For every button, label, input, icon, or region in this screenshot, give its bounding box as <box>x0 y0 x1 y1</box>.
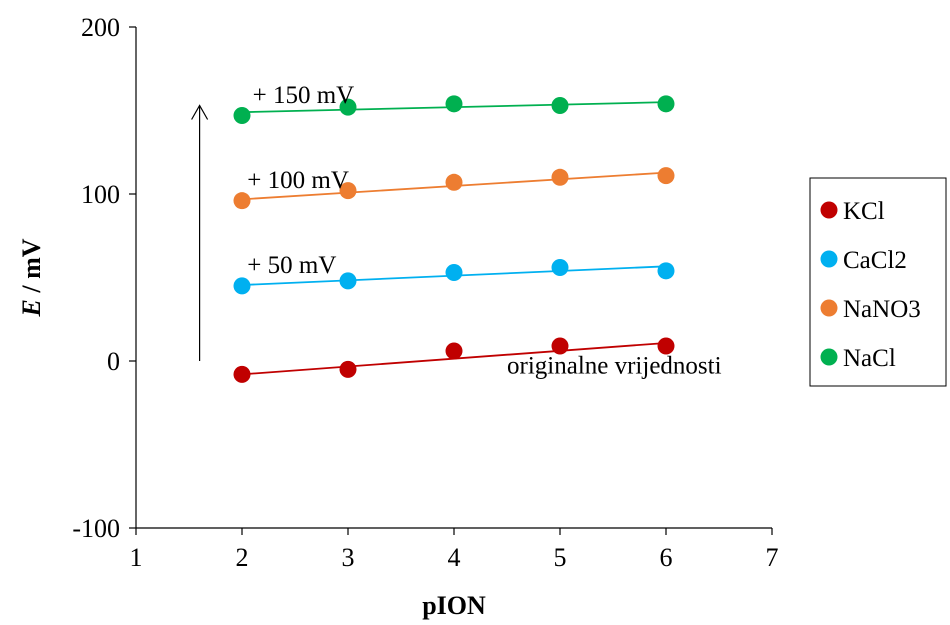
data-point-nacl <box>233 107 251 125</box>
y-axis-title-rest: / mV <box>17 238 46 299</box>
x-tick-label: 3 <box>342 543 355 572</box>
annotation-layer: + 150 mV + 100 mV + 50 mV originalne vrijed… <box>191 82 722 379</box>
y-tick-label: -100 <box>72 514 120 543</box>
legend-label-nano3: NaNO3 <box>843 296 921 323</box>
legend-label-kcl: KCl <box>843 198 885 225</box>
legend-marker-cacl2 <box>820 250 838 268</box>
data-point-kcl <box>233 365 251 383</box>
x-tick-label: 7 <box>766 543 779 572</box>
data-point-kcl <box>339 360 357 378</box>
x-axis-title: pION <box>422 591 486 620</box>
series-nano3 <box>233 167 675 210</box>
data-point-nano3 <box>339 182 357 200</box>
data-point-kcl <box>551 337 569 355</box>
legend: KCl CaCl2 NaNO3 NaCl <box>809 177 947 387</box>
arrow-head <box>191 104 209 120</box>
data-point-nacl <box>445 95 463 113</box>
y-axis-title-italic: E <box>17 299 46 317</box>
legend-marker-nacl <box>820 348 838 366</box>
series-layer <box>233 95 675 383</box>
data-point-kcl <box>657 337 675 355</box>
legend-marker-nano3 <box>820 299 838 317</box>
data-point-cacl2 <box>551 258 569 276</box>
series-nacl <box>233 95 675 125</box>
series-kcl <box>233 337 675 383</box>
legend-label-cacl2: CaCl2 <box>843 247 907 274</box>
data-point-nacl <box>339 98 357 116</box>
x-tick-label: 2 <box>236 543 249 572</box>
data-point-nano3 <box>551 168 569 186</box>
x-tick-label: 6 <box>660 543 673 572</box>
legend-label-nacl: NaCl <box>843 345 896 372</box>
y-tick-label: 100 <box>81 180 120 209</box>
data-point-nano3 <box>445 173 463 191</box>
annotation-label: + 100 mV <box>247 167 349 194</box>
annotation-label: + 50 mV <box>247 252 336 279</box>
data-point-cacl2 <box>339 272 357 290</box>
data-point-kcl <box>445 342 463 360</box>
data-point-nacl <box>551 96 569 114</box>
annotation-label: originalne vrijednosti <box>507 352 722 379</box>
y-axis-title: E / mV <box>17 238 46 317</box>
y-tick-label: 200 <box>81 13 120 42</box>
series-cacl2 <box>233 258 675 295</box>
x-tick-label: 4 <box>448 543 461 572</box>
data-point-cacl2 <box>445 263 463 281</box>
annotation-label: + 150 mV <box>253 82 355 109</box>
x-tick-label: 1 <box>130 543 143 572</box>
legend-marker-kcl <box>820 201 838 219</box>
data-point-nano3 <box>233 192 251 210</box>
x-tick-label: 5 <box>554 543 567 572</box>
y-tick-label: 0 <box>107 347 120 376</box>
data-point-nacl <box>657 95 675 113</box>
data-point-cacl2 <box>233 277 251 295</box>
data-point-nano3 <box>657 167 675 185</box>
data-point-cacl2 <box>657 262 675 280</box>
axes: 1 2 3 4 5 6 7 -100 0 100 200 <box>72 13 778 572</box>
